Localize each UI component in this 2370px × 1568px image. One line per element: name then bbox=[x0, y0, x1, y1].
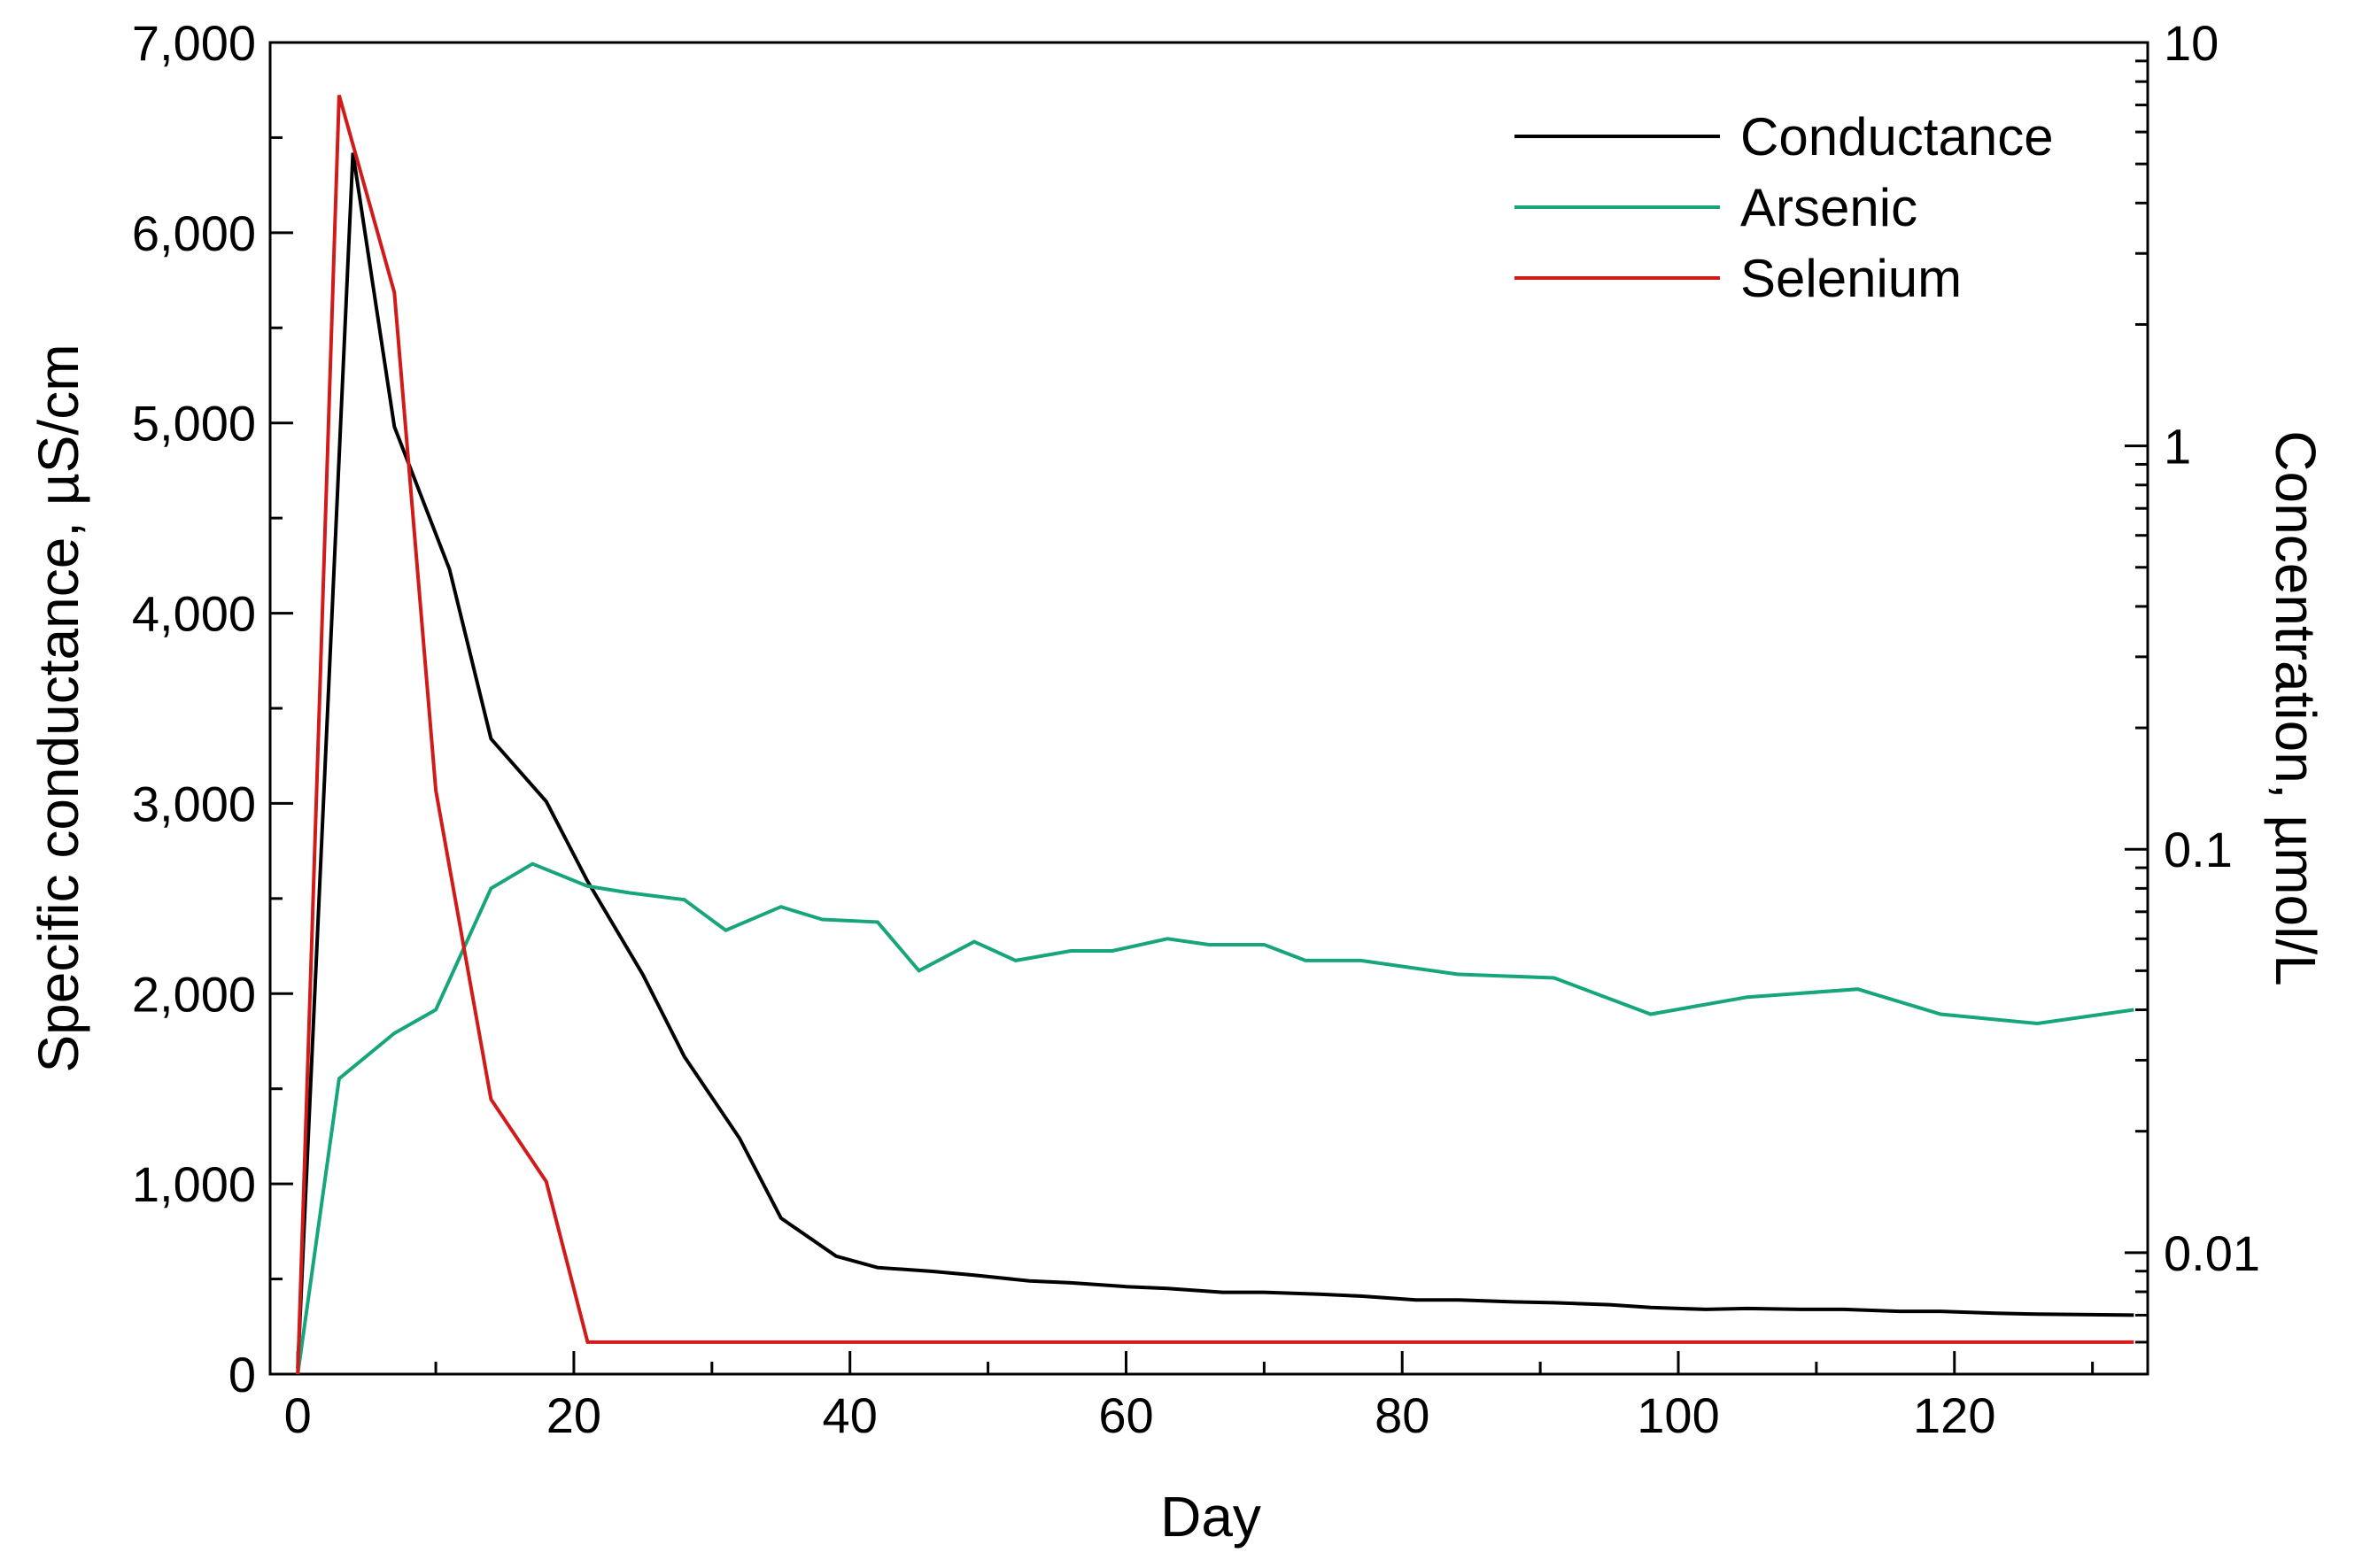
left-tick-label: 7,000 bbox=[132, 15, 256, 71]
right-tick-label: 1 bbox=[2164, 419, 2191, 475]
x-tick-label: 40 bbox=[823, 1387, 878, 1443]
x-tick-label: 0 bbox=[284, 1387, 312, 1443]
x-axis-title: Day bbox=[1160, 1485, 1261, 1549]
left-tick-label: 5,000 bbox=[132, 396, 256, 452]
legend-label-arsenic: Arsenic bbox=[1740, 178, 1917, 237]
x-tick-label: 60 bbox=[1098, 1387, 1153, 1443]
axes-ticks bbox=[270, 41, 2148, 1376]
right-tick-label: 0.01 bbox=[2164, 1225, 2260, 1281]
series-lines bbox=[296, 95, 2134, 1375]
x-tick-label: 80 bbox=[1375, 1387, 1429, 1443]
series-line-selenium bbox=[296, 95, 2134, 1375]
legend: Conductance Arsenic Selenium bbox=[1514, 107, 2054, 308]
series-line-arsenic bbox=[296, 861, 2134, 1375]
plot-frame bbox=[268, 41, 2149, 1376]
left-tick-label: 0 bbox=[228, 1347, 256, 1402]
left-tick-label: 1,000 bbox=[132, 1156, 256, 1212]
gridless-frame bbox=[268, 41, 2149, 1376]
right-tick-label: 0.1 bbox=[2164, 822, 2233, 877]
left-tick-label: 4,000 bbox=[132, 586, 256, 642]
axes-tick-labels: 0 20 40 60 80 100 120 0 1,000 2,000 3,000 4,000 5,00… bbox=[132, 15, 2260, 1443]
left-tick-label: 2,000 bbox=[132, 966, 256, 1022]
series-line-conductance bbox=[296, 152, 2134, 1369]
left-tick-label: 3,000 bbox=[132, 776, 256, 831]
legend-label-selenium: Selenium bbox=[1740, 249, 1962, 308]
right-axis-title: Concentration, µmol/L bbox=[2264, 430, 2327, 985]
x-tick-label: 100 bbox=[1637, 1387, 1719, 1443]
legend-label-conductance: Conductance bbox=[1740, 107, 2054, 166]
right-tick-label: 10 bbox=[2164, 15, 2219, 71]
left-tick-label: 6,000 bbox=[132, 205, 256, 261]
x-tick-label: 20 bbox=[546, 1387, 601, 1443]
x-tick-label: 120 bbox=[1913, 1387, 1995, 1443]
left-axis-title: Specific conductance, µS/cm bbox=[27, 344, 90, 1072]
